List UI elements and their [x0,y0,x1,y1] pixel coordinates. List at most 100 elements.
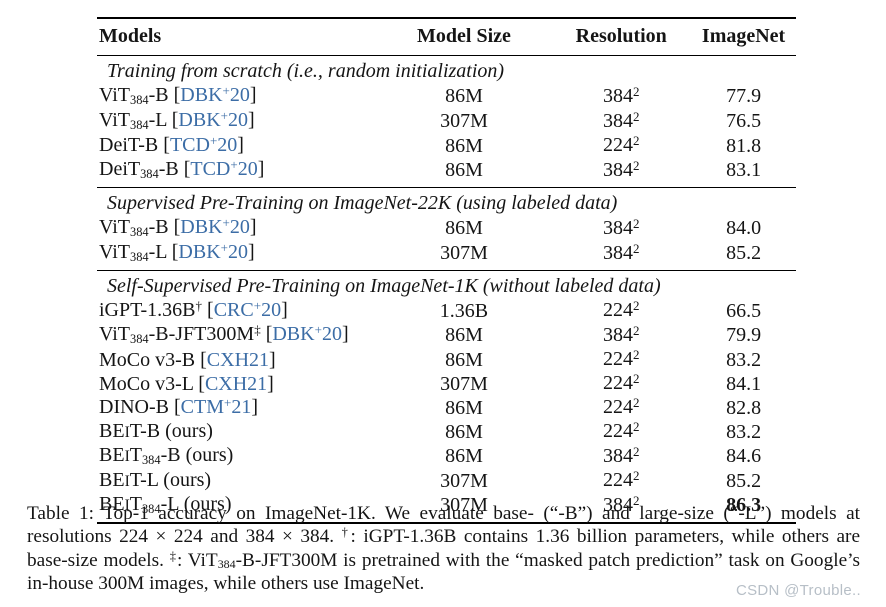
best-score: 86.3 [726,494,762,516]
resolution-cell: 3842 [602,83,640,107]
table-row: ViT384-B-JFT300M‡ [DBK+20] 86M 3842 79.9 [97,322,796,348]
model-size-cell: 86M [445,348,483,371]
model-name-cell: MoCo v3-B [CXH21] [99,348,276,371]
imagenet-score-cell: 77.9 [726,85,762,107]
citation-link[interactable]: [DBK+20] [265,322,349,345]
model-name-cell: ViT384-L [DBK+20] [99,240,255,264]
resolution-cell: 2242 [602,347,640,370]
table-row: DeiT384-B [TCD+20] 86M 3842 83.1 [97,157,796,188]
column-header-model-size: Model Size [376,18,552,56]
table-row: iGPT-1.36B† [CRC+20] 1.36B 2242 66.5 [97,298,796,323]
model-size-cell: 307M [440,242,488,264]
citation-link[interactable]: [TCD+20] [183,157,265,180]
resolution-cell: 3842 [602,322,640,346]
resolution-cell: 3842 [602,157,640,181]
model-size-cell: 86M [445,134,483,157]
resolution-cell: 3842 [602,215,640,239]
model-size-cell: 307M [440,110,488,132]
model-size-cell: 86M [445,85,483,107]
model-name-cell: ViT384-B [DBK+20] [99,215,257,239]
model-size-cell: 86M [445,445,483,467]
resolution-cell: 2242 [602,371,640,394]
citation-link[interactable]: [DBK+20] [173,215,257,238]
model-name-cell: DINO-B [CTM+21] [99,395,259,418]
imagenet-score-cell: 84.1 [726,372,762,395]
model-name-cell: DeiT-B [TCD+20] [99,133,244,156]
section-header-row: Self-Supervised Pre-Training on ImageNet… [97,270,796,299]
model-size-cell: 86M [445,396,483,419]
table-row: MoCo v3-L [CXH21] 307M 2242 84.1 [97,371,796,396]
table-row: DINO-B [CTM+21] 86M 2242 82.8 [97,395,796,420]
resolution-cell: 2242 [602,468,640,491]
column-header-models: Models [97,18,377,56]
model-name-cell: ViT384-B [DBK+20] [99,83,257,107]
resolution-cell: 2242 [602,395,640,418]
citation-link[interactable]: [CTM+21] [174,395,259,418]
citation-link[interactable]: [DBK+20] [173,83,257,106]
table-row: MoCo v3-B [CXH21] 86M 2242 83.2 [97,347,796,372]
section-header-row: Training from scratch (i.e., random init… [97,56,796,85]
table-row: BEIT-L (ours) 307M 2242 85.2 [97,468,796,493]
model-name-cell: BEIT384-L (ours) [99,493,232,516]
table-row: ViT384-L [DBK+20] 307M 3842 85.2 [97,240,796,271]
resolution-cell: 3842 [602,492,640,516]
model-name-cell: ViT384-B-JFT300M‡ [DBK+20] [99,322,349,346]
results-table-container: Models Model Size Resolution ImageNet Tr… [97,17,796,524]
table-body: Training from scratch (i.e., random init… [97,56,796,524]
model-name-cell: BEIT-B (ours) [99,420,213,442]
resolution-cell: 2242 [602,133,640,156]
citation-link[interactable]: [CXH21] [198,372,274,395]
citation-link[interactable]: [CRC+20] [207,298,288,321]
model-name-cell: iGPT-1.36B† [CRC+20] [99,298,288,321]
column-header-resolution: Resolution [551,18,692,56]
table-row: ViT384-L [DBK+20] 307M 3842 76.5 [97,108,796,134]
citation-link[interactable]: [TCD+20] [163,133,244,156]
table-row: BEIT384-B (ours) 86M 3842 84.6 [97,444,796,469]
model-size-cell: 307M [440,494,488,516]
model-name-cell: BEIT-L (ours) [99,469,212,491]
table-row: ViT384-B [DBK+20] 86M 3842 84.0 [97,215,796,241]
results-table: Models Model Size Resolution ImageNet Tr… [97,17,796,524]
imagenet-score-cell: 81.8 [726,134,762,157]
section-title: Supervised Pre-Training on ImageNet-22K … [97,187,796,216]
column-header-imagenet: ImageNet [691,18,796,56]
model-size-cell: 86M [445,159,483,181]
table-row: BEIT-B (ours) 86M 2242 83.2 [97,419,796,444]
table-row: DeiT-B [TCD+20] 86M 2242 81.8 [97,133,796,158]
imagenet-score-cell: 84.6 [726,445,762,467]
imagenet-score-cell: 79.9 [726,324,762,346]
citation-link[interactable]: [CXH21] [200,348,276,371]
model-name-cell: MoCo v3-L [CXH21] [99,372,274,395]
imagenet-score-cell: 66.5 [726,299,762,322]
imagenet-score-cell: 83.2 [726,420,762,443]
resolution-cell: 2242 [602,419,640,442]
citation-link[interactable]: [DBK+20] [171,108,255,131]
model-name-cell: ViT384-L [DBK+20] [99,108,255,132]
imagenet-score-cell: 82.8 [726,396,762,419]
resolution-cell: 3842 [602,240,640,264]
imagenet-score-cell: 85.2 [726,242,762,264]
table-caption: Table 1: Top-1 accuracy on ImageNet-1K. … [27,503,860,595]
model-size-cell: 86M [445,217,483,239]
resolution-cell: 2242 [602,298,640,321]
imagenet-score-cell: 86.3 [691,493,796,523]
imagenet-score-cell: 85.2 [726,469,762,492]
model-size-cell: 86M [445,324,483,346]
table-row: BEIT384-L (ours) 307M 3842 86.3 [97,493,796,523]
imagenet-score-cell: 84.0 [726,217,762,239]
table-header-row: Models Model Size Resolution ImageNet [97,18,796,56]
section-title: Training from scratch (i.e., random init… [107,60,505,82]
citation-link[interactable]: [DBK+20] [171,240,255,263]
table-row: ViT384-B [DBK+20] 86M 3842 77.9 [97,83,796,109]
section-title: Self-Supervised Pre-Training on ImageNet… [97,270,796,299]
watermark: CSDN @Trouble.. [735,582,861,599]
model-size-cell: 307M [440,372,488,395]
imagenet-score-cell: 76.5 [726,110,762,132]
section-header-row: Supervised Pre-Training on ImageNet-22K … [97,187,796,216]
model-size-cell: 307M [440,469,488,492]
imagenet-score-cell: 83.2 [726,348,762,371]
model-size-cell: 86M [445,420,483,443]
model-name-cell: BEIT384-B (ours) [99,444,234,467]
imagenet-score-cell: 83.1 [726,159,762,181]
resolution-cell: 3842 [602,443,640,467]
